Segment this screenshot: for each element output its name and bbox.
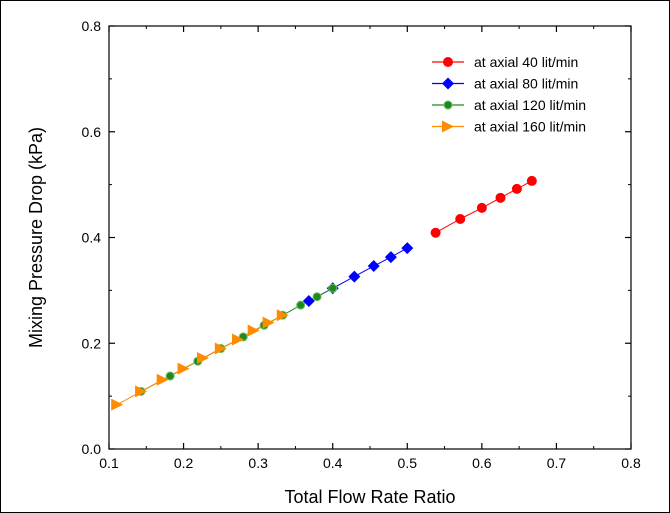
legend-label: at axial 40 lit/min	[474, 54, 578, 70]
axis-ticks: 0.1 0.2 0.3 0.4 0.5 0.6 0.7 0.8 0.0 0.2 0.4 0.6 0.8	[82, 18, 641, 471]
data-point-series-4	[135, 385, 148, 398]
y-tick-label: 0.8	[82, 18, 102, 34]
data-point-series-4	[196, 352, 209, 365]
data-point-series-1	[476, 202, 487, 213]
data-point-series-4	[262, 316, 275, 329]
y-axis-title: Mixing Pressure Drop (kPa)	[26, 127, 46, 348]
x-axis-title: Total Flow Rate Ratio	[284, 487, 455, 507]
legend-label: at axial 120 lit/min	[474, 97, 586, 113]
data-point-series-1	[495, 192, 506, 203]
data-point-series-1	[526, 175, 537, 186]
x-tick-label: 0.6	[472, 455, 492, 471]
data-point-series-2	[348, 270, 361, 283]
data-point-series-3	[328, 283, 338, 293]
series-markers	[111, 175, 537, 411]
x-tick-label: 0.1	[99, 455, 119, 471]
data-point-series-4	[214, 342, 227, 355]
x-tick-label: 0.2	[174, 455, 194, 471]
data-point-series-1	[455, 213, 466, 224]
data-point-series-3	[296, 300, 306, 310]
data-point-series-2	[367, 260, 380, 273]
y-tick-label: 0.6	[82, 124, 102, 140]
x-tick-label: 0.3	[248, 455, 268, 471]
legend-label: at axial 80 lit/min	[474, 76, 578, 92]
legend: at axial 40 lit/min at axial 80 lit/min at…	[432, 54, 586, 135]
data-point-series-2	[401, 242, 414, 255]
data-point-series-2	[384, 251, 397, 264]
legend-marker	[442, 77, 454, 90]
data-point-series-4	[232, 333, 245, 346]
data-point-series-1	[430, 227, 441, 238]
data-point-series-4	[276, 309, 289, 322]
legend-marker	[442, 120, 454, 133]
data-point-series-4	[247, 324, 260, 337]
y-tick-label: 0.0	[82, 441, 102, 457]
x-tick-label: 0.8	[621, 455, 641, 471]
x-tick-label: 0.5	[398, 455, 418, 471]
legend-marker	[443, 57, 453, 67]
y-tick-label: 0.2	[82, 335, 102, 351]
data-point-series-3	[312, 292, 322, 302]
data-point-series-4	[156, 373, 169, 386]
data-point-series-4	[111, 398, 124, 411]
x-tick-label: 0.4	[323, 455, 343, 471]
x-tick-label: 0.7	[547, 455, 567, 471]
legend-marker	[443, 100, 453, 110]
data-point-series-1	[511, 183, 522, 194]
data-point-series-3	[165, 371, 175, 381]
y-tick-label: 0.4	[82, 230, 102, 246]
data-point-series-2	[302, 294, 315, 307]
legend-label: at axial 160 lit/min	[474, 119, 586, 135]
data-point-series-4	[177, 362, 190, 375]
